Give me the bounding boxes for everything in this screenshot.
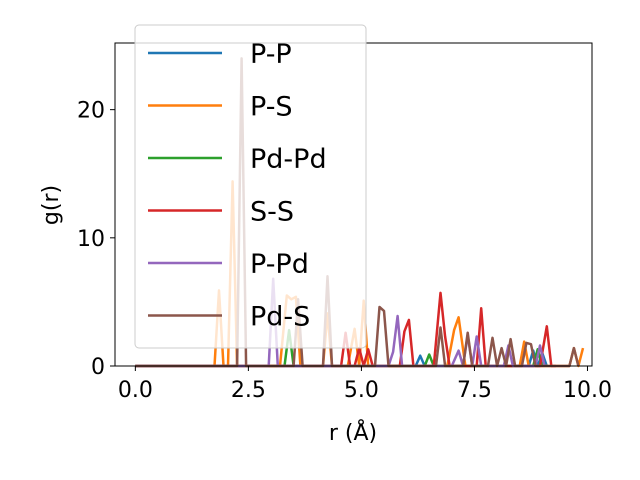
legend-label: P-P <box>250 39 292 70</box>
legend: P-P P-S Pd-Pd S-S P-Pd Pd-S <box>134 24 367 349</box>
x-axis-label: r (Å) <box>329 419 377 446</box>
legend-label: P-Pd <box>250 249 309 280</box>
y-axis: 0 10 20 <box>77 99 115 380</box>
x-axis: 0.0 2.5 5.0 7.5 10.0 <box>118 366 612 403</box>
legend-label: Pd-S <box>250 302 310 333</box>
x-tick-label: 2.5 <box>231 378 266 403</box>
legend-label: S-S <box>250 197 294 228</box>
y-tick-label: 0 <box>91 355 105 380</box>
x-tick-label: 10.0 <box>563 378 612 403</box>
legend-box <box>134 24 367 349</box>
x-tick-label: 7.5 <box>457 378 492 403</box>
x-tick-label: 0.0 <box>118 378 153 403</box>
x-tick-label: 5.0 <box>344 378 379 403</box>
y-tick-label: 20 <box>77 99 105 124</box>
legend-label: P-S <box>250 92 293 123</box>
legend-label: Pd-Pd <box>250 144 327 175</box>
y-axis-label: g(r) <box>39 185 64 225</box>
y-tick-label: 10 <box>77 227 105 252</box>
